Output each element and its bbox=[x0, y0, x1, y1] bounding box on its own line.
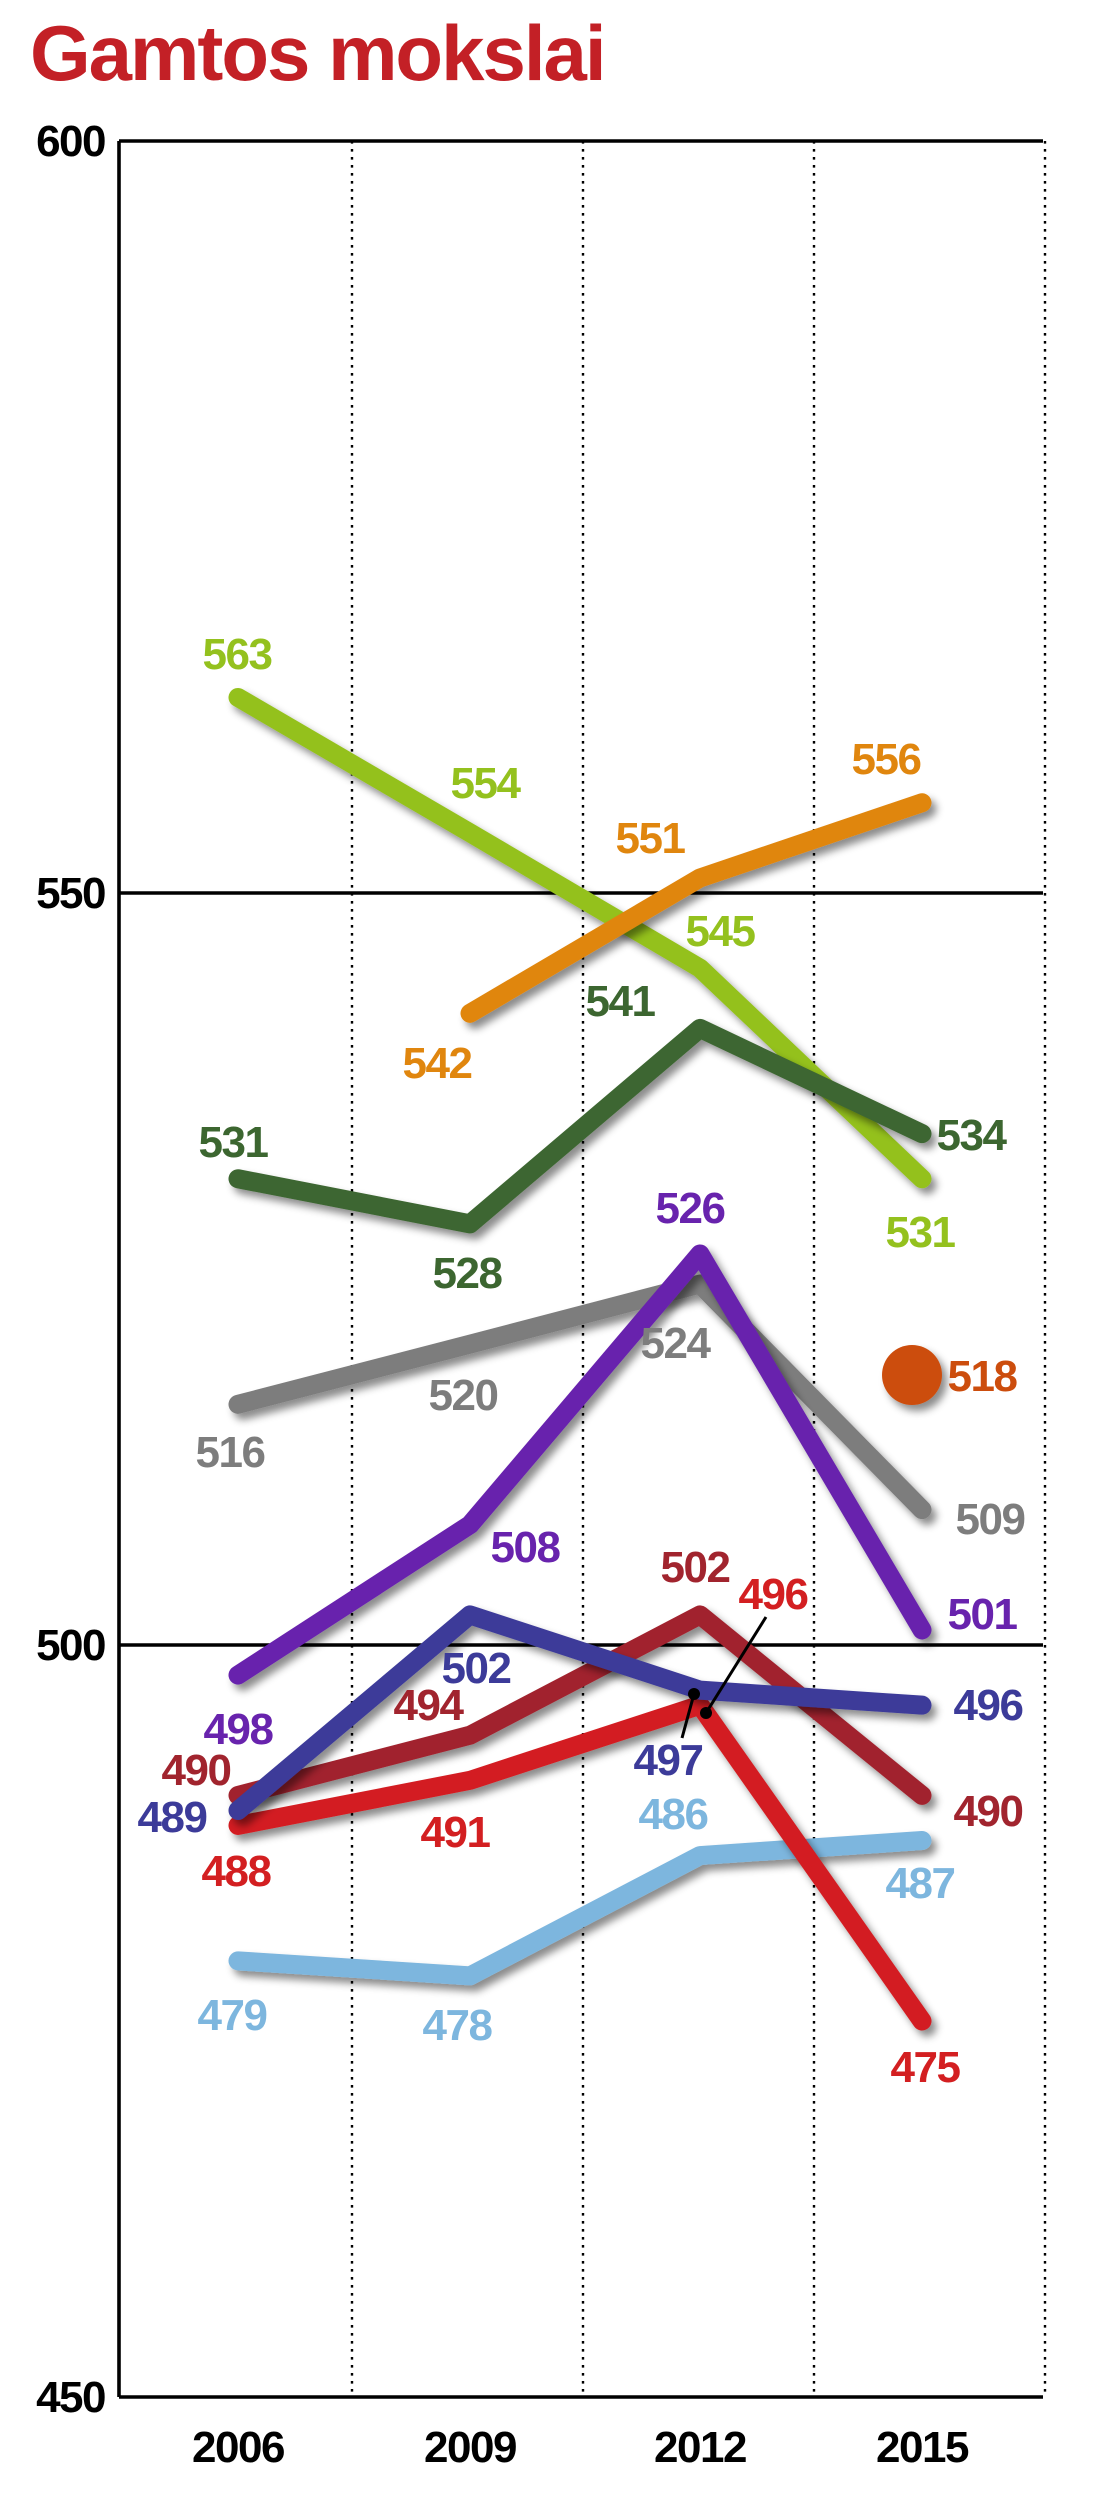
callout-dot-496 bbox=[700, 1707, 712, 1719]
value-label-orange-551: 551 bbox=[616, 814, 686, 863]
value-label-purple-498: 498 bbox=[204, 1705, 274, 1754]
value-label-light-green-563: 563 bbox=[203, 630, 272, 679]
series-line-gray bbox=[228, 1274, 932, 1520]
value-label-purple-526: 526 bbox=[656, 1184, 725, 1233]
value-label-light-green-531: 531 bbox=[886, 1208, 956, 1257]
value-label-maroon-502: 502 bbox=[661, 1543, 730, 1592]
value-label-navy-502: 502 bbox=[442, 1644, 511, 1693]
x-tick-label-2012: 2012 bbox=[654, 2423, 746, 2472]
series-line-red bbox=[228, 1695, 932, 2031]
y-tick-label-500: 500 bbox=[36, 1621, 105, 1670]
value-label-gray-520: 520 bbox=[429, 1371, 498, 1420]
value-label-orange-542: 542 bbox=[403, 1039, 472, 1088]
value-label-light-green-554: 554 bbox=[451, 759, 522, 808]
value-label-dark-green-531: 531 bbox=[199, 1118, 269, 1167]
value-label-light-blue-486: 486 bbox=[639, 1790, 708, 1839]
value-label-dark-green-534: 534 bbox=[937, 1111, 1008, 1160]
value-label-light-blue-479: 479 bbox=[198, 1991, 267, 2040]
value-label-gray-524: 524 bbox=[641, 1319, 712, 1368]
value-label-red-475: 475 bbox=[891, 2043, 961, 2092]
x-tick-label-2006: 2006 bbox=[192, 2423, 284, 2472]
page-title: Gamtos mokslai bbox=[30, 9, 607, 97]
y-tick-label-550: 550 bbox=[36, 869, 105, 918]
value-label-maroon-490: 490 bbox=[162, 1746, 231, 1795]
value-label-red-488: 488 bbox=[202, 1847, 272, 1896]
value-label-navy-496: 496 bbox=[954, 1681, 1023, 1730]
x-tick-label-2015: 2015 bbox=[876, 2423, 969, 2472]
y-tick-label-600: 600 bbox=[36, 117, 105, 166]
value-label-orange-556: 556 bbox=[852, 735, 921, 784]
value-label-light-blue-478: 478 bbox=[423, 2001, 493, 2050]
series-line-purple bbox=[228, 1244, 932, 1685]
value-label-gray-509: 509 bbox=[956, 1495, 1025, 1544]
callout-value-label-496: 496 bbox=[739, 1570, 808, 1619]
callout-line-496 bbox=[704, 1616, 768, 1714]
value-label-dark-green-541: 541 bbox=[586, 977, 656, 1026]
x-tick-label-2009: 2009 bbox=[424, 2423, 516, 2472]
value-label-purple-501: 501 bbox=[948, 1590, 1018, 1639]
value-label-light-green-545: 545 bbox=[686, 907, 756, 956]
highlight-point-label: 518 bbox=[948, 1352, 1018, 1401]
value-label-red-491: 491 bbox=[421, 1808, 491, 1857]
highlight-point-orange-dot bbox=[882, 1345, 942, 1405]
value-label-light-blue-487: 487 bbox=[886, 1859, 955, 1908]
value-label-dark-green-528: 528 bbox=[433, 1249, 503, 1298]
value-label-purple-508: 508 bbox=[491, 1523, 561, 1572]
callout-dot-497 bbox=[688, 1688, 700, 1700]
series-line-orange bbox=[460, 793, 932, 1023]
y-tick-label-450: 450 bbox=[36, 2373, 105, 2422]
value-label-maroon-494: 494 bbox=[394, 1681, 465, 1730]
value-label-maroon-490: 490 bbox=[954, 1787, 1023, 1836]
callout-line-497 bbox=[680, 1693, 696, 1739]
callout-value-label-497: 497 bbox=[634, 1736, 703, 1785]
value-label-gray-516: 516 bbox=[196, 1428, 265, 1477]
series-line-navy bbox=[228, 1605, 932, 1820]
value-label-navy-489: 489 bbox=[138, 1793, 207, 1842]
series-line-dark-green bbox=[228, 1018, 932, 1234]
